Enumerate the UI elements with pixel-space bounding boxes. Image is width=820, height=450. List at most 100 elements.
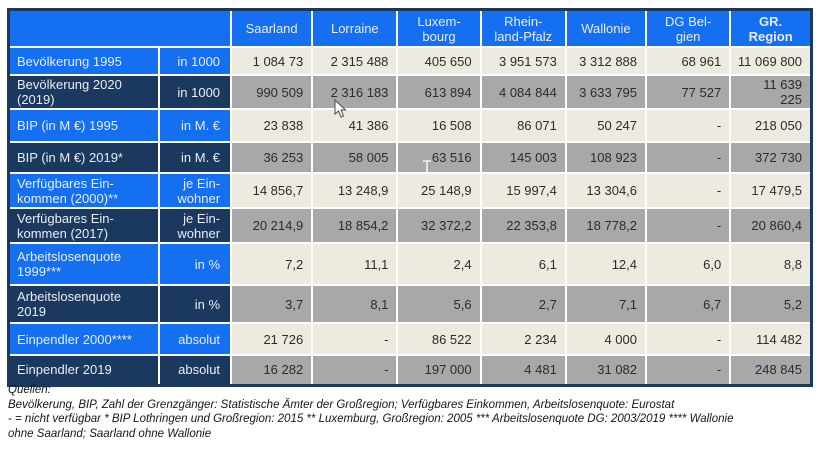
data-cell: 405 650: [396, 46, 482, 76]
data-cell: 21 726: [230, 322, 314, 356]
data-cell: -: [645, 322, 732, 356]
data-cell: 5,6: [396, 284, 482, 324]
unit-cell: in %: [157, 284, 233, 324]
data-cell: 13 248,9: [311, 172, 399, 209]
data-cell: 3 951 573: [479, 46, 567, 76]
source-notes-line: Quellen:: [8, 384, 51, 396]
source-notes: Quellen: Bevölkerung, BIP, Zahl der Gren…: [8, 383, 816, 441]
column-header-luxem-bourg: Luxem- bourg: [396, 8, 482, 48]
data-cell: 6,0: [645, 242, 732, 286]
data-cell: 20 860,4: [729, 207, 813, 244]
table-row-bev-lkerung-1995: Bevölkerung 1995 in 1000 1 084 73 2 315 488…: [7, 46, 813, 76]
data-cell: 11 639 225: [729, 74, 813, 110]
data-cell: 58 005: [311, 141, 399, 174]
data-cell: -: [645, 141, 732, 174]
source-notes-line: Bevölkerung, BIP, Zahl der Grenzgänger: …: [8, 398, 675, 411]
data-cell: 36 253: [230, 141, 314, 174]
data-cell: 86 071: [479, 108, 567, 143]
data-cell: 23 838: [230, 108, 314, 143]
data-cell: 15 997,4: [479, 172, 567, 209]
table-row-verf-gbares-ein-kommen-2000: Verfügbares Ein- kommen (2000)** je Ein- …: [7, 172, 813, 209]
row-label: Einpendler 2019: [7, 354, 160, 386]
source-notes-line: - = nicht verfügbar * BIP Lothringen und…: [8, 413, 734, 425]
column-header-wallonie: Wallonie: [564, 8, 648, 48]
data-cell: 16 508: [396, 108, 482, 143]
column-header-rhein-land-pfalz: Rhein- land-Pfalz: [479, 8, 567, 48]
data-cell: 3,7: [230, 284, 314, 324]
data-cell: 3 633 795: [564, 74, 648, 110]
data-cell: 6,7: [645, 284, 732, 324]
greater-region-statistics-table: Saarland Lorraine Luxem- bourg Rhein- land-…: [7, 8, 813, 387]
table-row-einpendler-2019: Einpendler 2019 absolut 16 282 - 197 000 4 48…: [7, 354, 813, 386]
table-corner-cell: [7, 8, 233, 48]
row-label: Einpendler 2000****: [7, 322, 160, 356]
data-cell: 145 003: [479, 141, 567, 174]
data-cell: 63 516: [396, 141, 482, 174]
unit-cell: in M. €: [157, 141, 233, 174]
data-cell: 8,8: [729, 242, 813, 286]
column-header-lorraine: Lorraine: [311, 8, 399, 48]
table-row-bip-in-m-1995: BIP (in M €) 1995 in M. €23 838 41 386 16 5…: [7, 108, 813, 143]
data-cell: 4 481: [479, 354, 567, 386]
column-header-gr-region: GR. Region: [729, 8, 813, 48]
table-row-arbeitslosenquote-1999: Arbeitslosenquote 1999*** in % 7,2 11,1 2,4 6…: [7, 242, 813, 286]
table-row-arbeitslosenquote-2019: Arbeitslosenquote 2019 in % 3,7 8,1 5,6 2,7 7,…: [7, 284, 813, 324]
data-cell: 68 961: [645, 46, 732, 76]
data-cell: 31 082: [564, 354, 648, 386]
data-cell: 218 050: [729, 108, 813, 143]
table-row-verf-gbares-ein-kommen-2017: Verfügbares Ein- kommen (2017) je Ein- wo…: [7, 207, 813, 244]
data-cell: 16 282: [230, 354, 314, 386]
column-header-dg-bel-gien: DG Bel- gien: [645, 8, 732, 48]
data-cell: 1 084 73: [230, 46, 314, 76]
data-cell: 6,1: [479, 242, 567, 286]
row-label: Arbeitslosenquote 2019: [7, 284, 160, 324]
column-header-saarland: Saarland: [230, 8, 314, 48]
data-cell: 17 479,5: [729, 172, 813, 209]
data-cell: 14 856,7: [230, 172, 314, 209]
row-label: Verfügbares Ein- kommen (2000)**: [7, 172, 160, 209]
data-cell: 12,4: [564, 242, 648, 286]
data-cell: 86 522: [396, 322, 482, 356]
data-cell: 613 894: [396, 74, 482, 110]
table-row-einpendler-2000: Einpendler 2000**** absolut 21 726-86 522 2…: [7, 322, 813, 356]
data-cell: 11,1: [311, 242, 399, 286]
data-cell: 41 386: [311, 108, 399, 143]
unit-cell: in 1000: [157, 74, 233, 110]
data-cell: -: [311, 322, 399, 356]
data-cell: -: [645, 354, 732, 386]
data-cell: 18 854,2: [311, 207, 399, 244]
source-notes-line: ohne Saarland; Saarland ohne Wallonie: [8, 427, 212, 440]
data-cell: 372 730: [729, 141, 813, 174]
data-cell: -: [645, 207, 732, 244]
unit-cell: absolut: [157, 354, 233, 386]
data-cell: 248 845: [729, 354, 813, 386]
row-label: BIP (in M €) 1995: [7, 108, 160, 143]
unit-cell: absolut: [157, 322, 233, 356]
unit-cell: in 1000: [157, 46, 233, 76]
data-cell: 7,2: [230, 242, 314, 286]
data-cell: 22 353,8: [479, 207, 567, 244]
row-label: BIP (in M €) 2019*: [7, 141, 160, 174]
data-cell: 2,7: [479, 284, 567, 324]
data-cell: 990 509: [230, 74, 314, 110]
data-cell: 50 247: [564, 108, 648, 143]
row-label: Bevölkerung 1995: [7, 46, 160, 76]
row-label: Verfügbares Ein- kommen (2017): [7, 207, 160, 244]
data-cell: 114 482: [729, 322, 813, 356]
data-cell: 20 214,9: [230, 207, 314, 244]
row-label: Arbeitslosenquote 1999***: [7, 242, 160, 286]
data-cell: 2 315 488: [311, 46, 399, 76]
data-cell: 18 778,2: [564, 207, 648, 244]
data-cell: 2,4: [396, 242, 482, 286]
data-cell: 197 000: [396, 354, 482, 386]
data-cell: 77 527: [645, 74, 732, 110]
data-cell: 11 069 800: [729, 46, 813, 76]
unit-cell: je Ein- wohner: [157, 172, 233, 209]
data-cell: 32 372,2: [396, 207, 482, 244]
data-cell: 2 316 183: [311, 74, 399, 110]
unit-cell: je Ein- wohner: [157, 207, 233, 244]
unit-cell: in %: [157, 242, 233, 286]
table-header-row: Saarland Lorraine Luxem- bourg Rhein- land-…: [7, 8, 813, 48]
table-row-bip-in-m-2019: BIP (in M €) 2019* in M. €36 253 58 005 63 …: [7, 141, 813, 174]
data-cell: 3 312 888: [564, 46, 648, 76]
